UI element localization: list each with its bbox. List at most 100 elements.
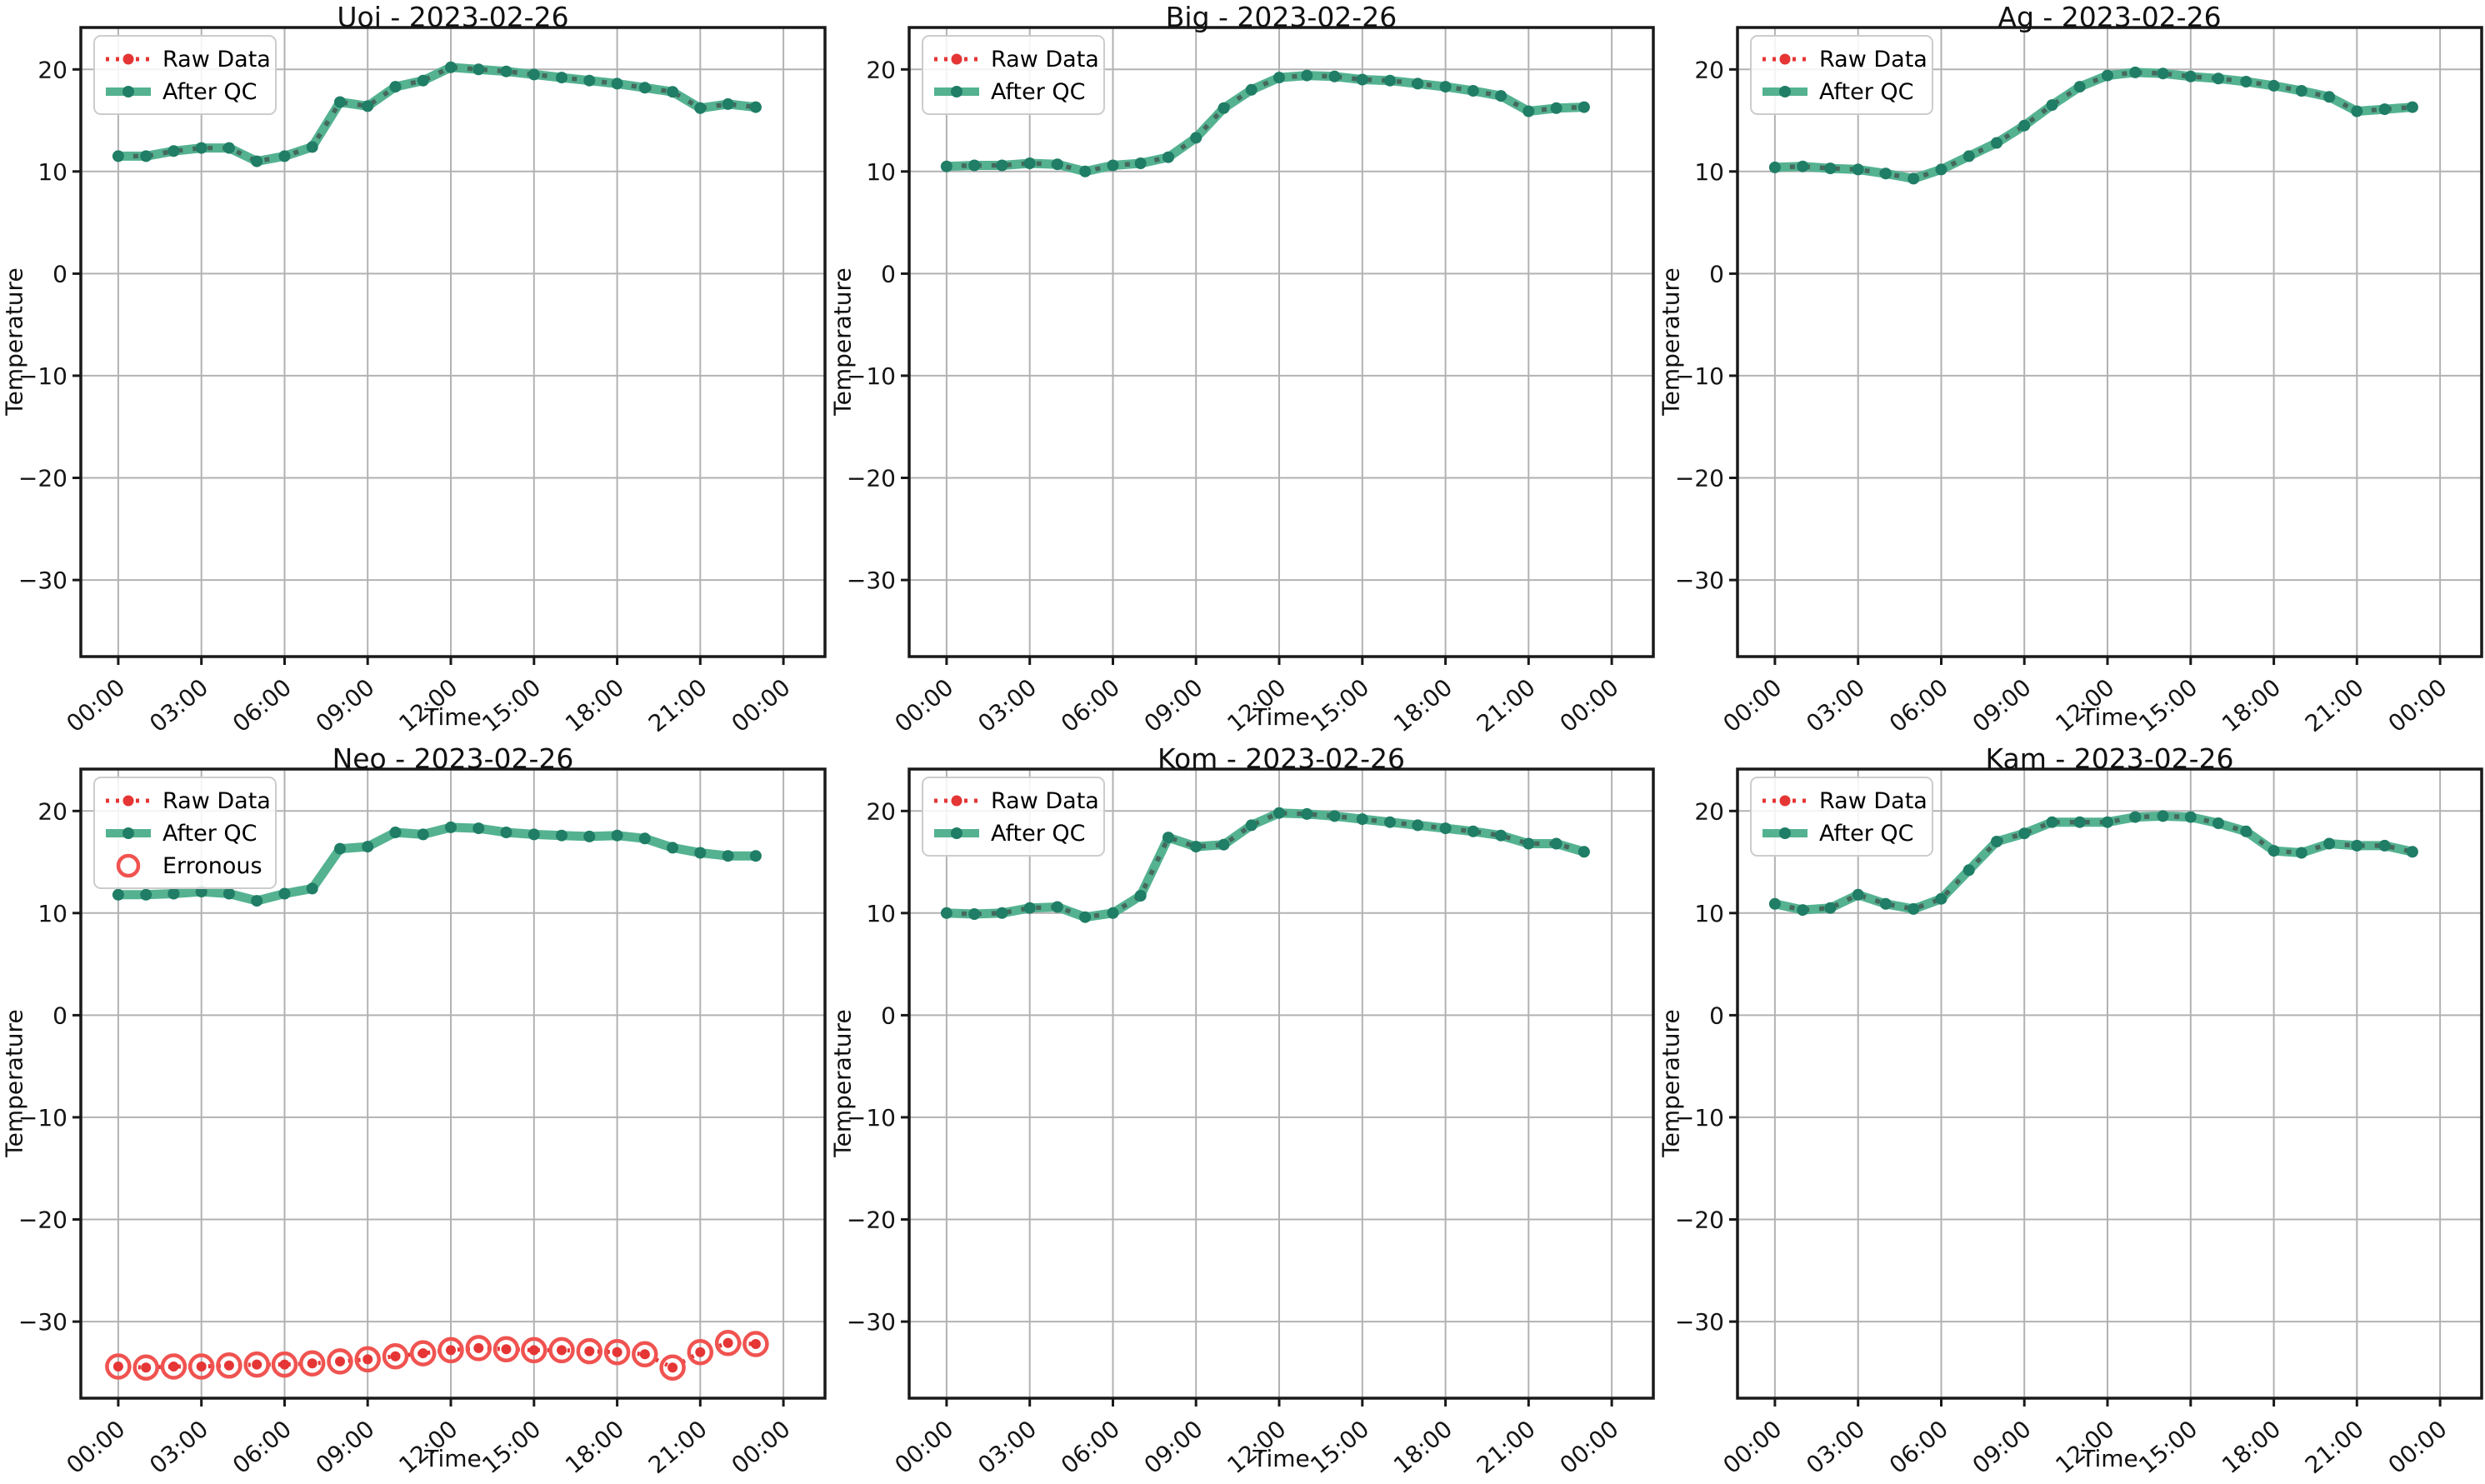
svg-text:−20: −20 xyxy=(1675,1207,1724,1234)
svg-text:−30: −30 xyxy=(18,1308,68,1336)
chart-svg: 00:00 03:00 06:00 09:00 12:00 15:00 18:00 21:00… xyxy=(847,26,1655,737)
svg-text:−10: −10 xyxy=(847,362,896,390)
axes-spines xyxy=(1736,767,2483,1400)
chart-title: Kom - 2023-02-26 xyxy=(1158,742,1405,775)
grid-lines xyxy=(81,27,825,657)
svg-text:Raw Data: Raw Data xyxy=(1819,788,1928,814)
series-after-qc xyxy=(940,807,1590,923)
axes-spines xyxy=(1736,26,2483,658)
svg-text:−10: −10 xyxy=(18,362,68,390)
svg-text:Raw Data: Raw Data xyxy=(991,47,1099,72)
svg-text:−10: −10 xyxy=(847,1104,896,1132)
svg-text:−10: −10 xyxy=(1675,362,1724,390)
svg-text:−30: −30 xyxy=(18,567,68,594)
legend: Raw Data After QC xyxy=(922,777,1105,857)
chart-svg: 00:00 03:00 06:00 09:00 12:00 15:00 18:00 21:00… xyxy=(1675,26,2483,737)
axes-spines xyxy=(908,26,1655,658)
svg-text:10: 10 xyxy=(1694,158,1724,186)
svg-text:−10: −10 xyxy=(1675,1104,1724,1132)
svg-text:−10: −10 xyxy=(18,1104,68,1132)
series-raw-data xyxy=(105,1330,769,1381)
axes-spines xyxy=(79,767,827,1400)
plot-area: 00:00 03:00 06:00 09:00 12:00 15:00 18:00 21:00… xyxy=(828,0,1657,742)
svg-text:20: 20 xyxy=(866,56,896,83)
y-axis-label: Temperature xyxy=(0,267,28,416)
svg-text:Raw Data: Raw Data xyxy=(1819,47,1928,72)
grid-lines xyxy=(81,769,825,1398)
series-after-qc xyxy=(1768,66,2418,185)
svg-text:After QC: After QC xyxy=(1819,821,1914,847)
x-axis-label: Time xyxy=(424,703,482,731)
svg-text:0: 0 xyxy=(52,260,68,287)
chart-panel-big: 00:00 03:00 06:00 09:00 12:00 15:00 18:00 21:00… xyxy=(828,0,1657,742)
y-axis-ticks: 20 10 0 −10 −20 −30 xyxy=(1675,56,1738,594)
y-axis-label: Temperature xyxy=(1657,267,1685,416)
y-axis-label: Temperature xyxy=(1657,1009,1685,1157)
chart-title: Kam - 2023-02-26 xyxy=(1985,742,2234,775)
svg-text:20: 20 xyxy=(38,797,68,825)
chart-svg: 00:00 03:00 06:00 09:00 12:00 15:00 18:00 21:00… xyxy=(18,26,827,737)
svg-text:After QC: After QC xyxy=(162,79,258,105)
axes-spines xyxy=(908,767,1655,1400)
svg-text:0: 0 xyxy=(1709,260,1724,287)
axes-spines xyxy=(79,26,827,658)
chart-panel-kam: 00:00 03:00 06:00 09:00 12:00 15:00 18:00 21:00… xyxy=(1657,742,2485,1484)
y-axis-ticks: 20 10 0 −10 −20 −30 xyxy=(847,797,909,1336)
svg-text:20: 20 xyxy=(1694,797,1724,825)
svg-text:10: 10 xyxy=(866,158,896,186)
svg-text:0: 0 xyxy=(881,260,896,287)
plot-area: 00:00 03:00 06:00 09:00 12:00 15:00 18:00 21:00… xyxy=(0,0,828,742)
y-axis-ticks: 20 10 0 −10 −20 −30 xyxy=(18,797,81,1336)
chart-panel-uoi: 00:00 03:00 06:00 09:00 12:00 15:00 18:00 21:00… xyxy=(0,0,828,742)
svg-text:20: 20 xyxy=(1694,56,1724,83)
legend: Raw Data After QC xyxy=(1750,777,1933,857)
chart-title: Uoi - 2023-02-26 xyxy=(337,1,569,33)
grid-lines xyxy=(1738,769,2482,1398)
chart-title: Neo - 2023-02-26 xyxy=(332,742,574,775)
chart-panel-ag: 00:00 03:00 06:00 09:00 12:00 15:00 18:00 21:00… xyxy=(1657,0,2485,742)
svg-text:Raw Data: Raw Data xyxy=(162,788,271,814)
plot-area: 00:00 03:00 06:00 09:00 12:00 15:00 18:00 21:00… xyxy=(0,742,828,1483)
svg-text:−30: −30 xyxy=(1675,1308,1724,1336)
svg-text:−20: −20 xyxy=(847,1207,896,1234)
plot-area: 00:00 03:00 06:00 09:00 12:00 15:00 18:00 21:00… xyxy=(828,742,1657,1483)
x-axis-label: Time xyxy=(2081,703,2138,731)
svg-text:20: 20 xyxy=(866,797,896,825)
svg-text:−30: −30 xyxy=(847,1308,896,1336)
svg-text:Raw Data: Raw Data xyxy=(162,47,271,72)
svg-text:20: 20 xyxy=(38,56,68,83)
legend: Raw Data After QC xyxy=(1750,35,1933,115)
svg-text:−30: −30 xyxy=(847,567,896,594)
svg-text:After QC: After QC xyxy=(991,821,1086,847)
legend: Raw Data After QC Erronous xyxy=(93,777,277,889)
y-axis-label: Temperature xyxy=(828,267,857,416)
grid-lines xyxy=(1738,27,2482,657)
grid-lines xyxy=(909,769,1653,1398)
svg-text:0: 0 xyxy=(52,1002,68,1029)
y-axis-ticks: 20 10 0 −10 −20 −30 xyxy=(18,56,81,594)
x-axis-label: Time xyxy=(1252,1445,1310,1472)
x-axis-label: Time xyxy=(2081,1445,2138,1472)
x-axis-label: Time xyxy=(424,1445,482,1472)
svg-text:After QC: After QC xyxy=(991,79,1086,105)
svg-text:Erronous: Erronous xyxy=(162,853,262,879)
legend: Raw Data After QC xyxy=(922,35,1105,115)
svg-text:−20: −20 xyxy=(847,465,896,492)
legend: Raw Data After QC xyxy=(93,35,277,115)
series-after-qc xyxy=(112,61,762,167)
y-axis-label: Temperature xyxy=(828,1009,857,1157)
svg-text:After QC: After QC xyxy=(162,821,258,847)
chart-panel-neo: 00:00 03:00 06:00 09:00 12:00 15:00 18:00 21:00… xyxy=(0,742,828,1484)
grid-lines xyxy=(909,27,1653,657)
svg-text:−20: −20 xyxy=(18,1207,68,1234)
chart-svg: 00:00 03:00 06:00 09:00 12:00 15:00 18:00 21:00… xyxy=(847,767,1655,1479)
y-axis-label: Temperature xyxy=(0,1009,28,1157)
svg-text:10: 10 xyxy=(38,158,68,186)
chart-title: Big - 2023-02-26 xyxy=(1165,1,1398,33)
x-axis-label: Time xyxy=(1252,703,1310,731)
y-axis-ticks: 20 10 0 −10 −20 −30 xyxy=(1675,797,1738,1336)
series-after-qc xyxy=(1768,810,2418,917)
series-after-qc xyxy=(940,69,1590,177)
erroneous-markers xyxy=(105,1330,769,1381)
